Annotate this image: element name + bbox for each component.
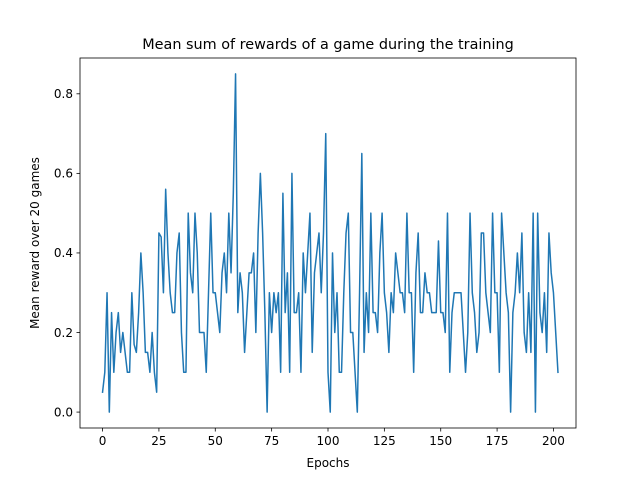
y-tick-label: 0.2 (54, 326, 73, 340)
x-tick-label: 125 (373, 434, 396, 448)
chart-title: Mean sum of rewards of a game during the… (142, 37, 514, 53)
y-axis-label: Mean reward over 20 games (28, 157, 42, 329)
x-tick-label: 25 (151, 434, 166, 448)
x-tick-label: 75 (264, 434, 279, 448)
series-line-1 (101, 73, 559, 413)
x-tick-label: 100 (317, 434, 340, 448)
y-tick-label: 0.8 (54, 87, 73, 101)
x-axis-label: Epochs (307, 456, 350, 470)
y-tick-label: 0.4 (54, 246, 73, 260)
y-tick-label: 0.0 (54, 405, 73, 419)
y-axis: 0.0 0.2 0.4 0.6 0.8 (54, 87, 80, 419)
chart-marks (101, 73, 559, 413)
x-tick-label: 175 (486, 434, 509, 448)
x-axis: 0 25 50 75 100 125 150 175 200 (99, 428, 565, 448)
x-tick-label: 150 (429, 434, 452, 448)
x-tick-label: 0 (99, 434, 107, 448)
x-tick-label: 200 (542, 434, 565, 448)
y-tick-label: 0.6 (54, 167, 73, 181)
x-tick-label: 50 (208, 434, 223, 448)
